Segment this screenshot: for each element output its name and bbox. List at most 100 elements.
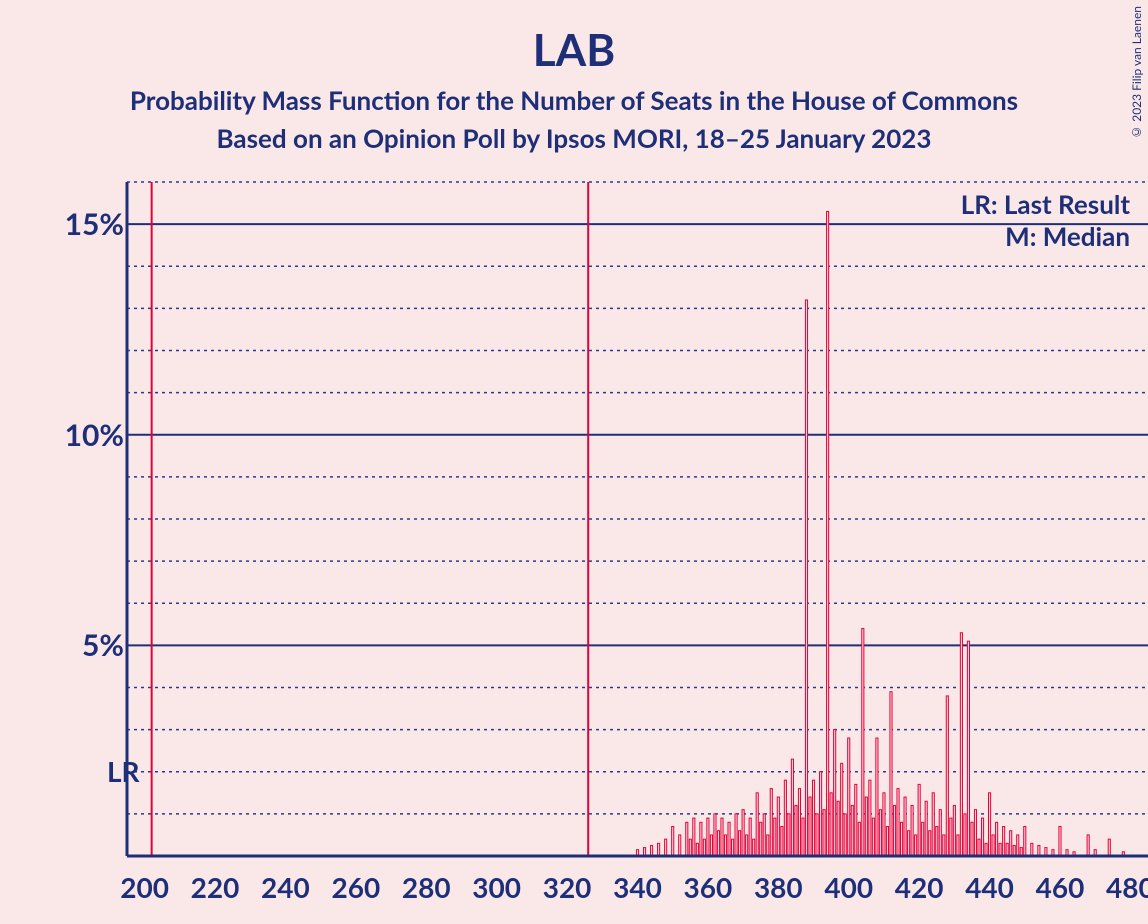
bar xyxy=(999,843,1001,856)
bar xyxy=(929,831,931,856)
bar xyxy=(837,801,839,856)
bar xyxy=(862,629,864,856)
bar xyxy=(665,839,667,856)
bar xyxy=(967,641,969,856)
bar xyxy=(1059,827,1061,856)
bar xyxy=(658,843,660,856)
y-tick-label: 5% xyxy=(14,627,124,663)
bar xyxy=(798,789,800,856)
bar xyxy=(893,805,895,856)
bar xyxy=(844,814,846,856)
bar xyxy=(950,818,952,856)
x-tick-label: 300 xyxy=(465,870,529,904)
bar xyxy=(957,835,959,856)
bar xyxy=(686,822,688,856)
bar xyxy=(809,797,811,856)
bar xyxy=(936,827,938,856)
bar xyxy=(820,772,822,856)
bar xyxy=(908,831,910,856)
bar xyxy=(981,818,983,856)
bar xyxy=(781,827,783,856)
bar xyxy=(858,822,860,856)
bar xyxy=(710,835,712,856)
x-tick-label: 200 xyxy=(113,870,177,904)
bar xyxy=(890,692,892,856)
y-tick-label: 15% xyxy=(14,206,124,242)
bar xyxy=(651,845,653,856)
bar xyxy=(879,810,881,856)
bar xyxy=(795,805,797,856)
bar xyxy=(1017,835,1019,856)
bar xyxy=(939,810,941,856)
bar xyxy=(974,810,976,856)
bar xyxy=(1031,843,1033,856)
bar xyxy=(922,822,924,856)
bar xyxy=(897,789,899,856)
bar xyxy=(753,839,755,856)
bar xyxy=(865,797,867,856)
bar xyxy=(791,759,793,856)
bar xyxy=(721,818,723,856)
x-tick-label: 360 xyxy=(676,870,740,904)
lr-marker-label: LR xyxy=(107,754,140,788)
bar xyxy=(760,822,762,856)
x-tick-label: 480 xyxy=(1098,870,1148,904)
bar xyxy=(953,805,955,856)
bar xyxy=(841,763,843,856)
bar xyxy=(918,784,920,856)
x-tick-label: 220 xyxy=(183,870,247,904)
bar xyxy=(960,633,962,856)
bar xyxy=(812,780,814,856)
bar xyxy=(1003,827,1005,856)
bar xyxy=(770,789,772,856)
bar xyxy=(827,211,829,856)
bar xyxy=(746,835,748,856)
bar xyxy=(816,814,818,856)
bar xyxy=(1038,845,1040,856)
bar xyxy=(900,822,902,856)
bar xyxy=(904,797,906,856)
bar xyxy=(1108,839,1110,856)
bar xyxy=(872,818,874,856)
bar xyxy=(739,831,741,856)
bar xyxy=(732,839,734,856)
x-tick-label: 380 xyxy=(746,870,810,904)
bar xyxy=(788,814,790,856)
bar xyxy=(763,814,765,856)
bar xyxy=(985,843,987,856)
bar xyxy=(679,835,681,856)
bar xyxy=(978,839,980,856)
bar xyxy=(749,818,751,856)
x-tick-label: 280 xyxy=(394,870,458,904)
bar xyxy=(1024,827,1026,856)
bar xyxy=(696,843,698,856)
bar xyxy=(1087,835,1089,856)
bar xyxy=(717,831,719,856)
bar xyxy=(689,839,691,856)
x-tick-label: 440 xyxy=(958,870,1022,904)
bar xyxy=(992,835,994,856)
bar xyxy=(767,835,769,856)
bar xyxy=(834,730,836,856)
bar xyxy=(1006,843,1008,856)
bar xyxy=(774,818,776,856)
bar xyxy=(925,801,927,856)
bar xyxy=(693,818,695,856)
bar xyxy=(855,784,857,856)
x-tick-label: 460 xyxy=(1028,870,1092,904)
bar xyxy=(996,822,998,856)
bar xyxy=(851,805,853,856)
x-tick-label: 320 xyxy=(535,870,599,904)
bar xyxy=(830,793,832,856)
bar xyxy=(876,738,878,856)
bar xyxy=(805,300,807,856)
bar xyxy=(672,827,674,856)
bar xyxy=(703,839,705,856)
bar xyxy=(802,818,804,856)
bar xyxy=(886,827,888,856)
chart-plot-area xyxy=(0,0,1148,924)
x-tick-label: 340 xyxy=(606,870,670,904)
bar xyxy=(869,780,871,856)
bar xyxy=(724,835,726,856)
copyright-text: © 2023 Filip van Laenen xyxy=(1129,6,1144,140)
